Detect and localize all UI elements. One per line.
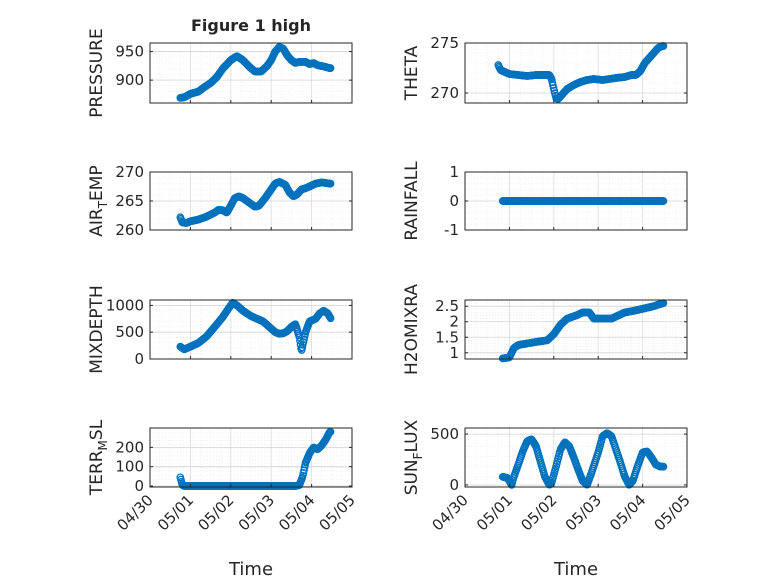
- y-tick-label: 1: [449, 344, 459, 362]
- axes-box: [149, 299, 353, 360]
- axes-box: [149, 42, 353, 104]
- data-point: [659, 462, 668, 471]
- x-tick-label: 05/05: [316, 491, 359, 534]
- series-points: [176, 178, 335, 227]
- y-tick-label: 500: [430, 425, 459, 443]
- data-point: [295, 333, 304, 342]
- y-axis-label: PRESSURE: [87, 28, 107, 117]
- y-tick-label: 275: [430, 34, 459, 52]
- subplot-sunflux: 0 500 04/30 05/01 05/02 05/03 05/04 05/05 Time SU…: [402, 419, 694, 580]
- series-points: [498, 299, 668, 363]
- x-tick-label: 05/03: [562, 491, 605, 534]
- y-axis-label: SUNFLUX: [402, 419, 425, 495]
- series-points: [494, 42, 668, 103]
- y-tick-label: 265: [115, 192, 144, 210]
- axes-box: [464, 42, 688, 104]
- y-tick-label: 200: [115, 438, 144, 456]
- axes-box: [149, 427, 353, 488]
- subplot-theta: 270 275 THETA: [402, 34, 688, 104]
- y-axis-label: TERRMSL: [87, 419, 110, 496]
- series-points: [498, 429, 668, 489]
- series-points: [176, 298, 335, 354]
- data-point: [659, 197, 668, 205]
- x-tick-label: 04/30: [429, 491, 472, 534]
- x-tick-label: 05/05: [651, 491, 694, 534]
- x-tick-label: 04/30: [114, 491, 157, 534]
- x-tick-label: 05/03: [235, 491, 278, 534]
- y-axis-label: H2OMIXRA: [402, 284, 422, 375]
- y-tick-label: 0: [134, 477, 144, 495]
- x-tick-label: 05/01: [154, 491, 197, 534]
- series-points: [498, 197, 668, 205]
- y-tick-label: 0: [134, 350, 144, 368]
- subplot-grid: 900 950 PRESSURE 270 275 THETA 260 265 270 AIRTEM…: [87, 28, 694, 580]
- y-tick-label: 2: [449, 313, 459, 331]
- x-tick-label: 05/02: [194, 491, 237, 534]
- x-tick-label: 05/04: [606, 491, 649, 534]
- subplot-airtemp: 260 265 270 AIRTEMP: [87, 163, 353, 239]
- y-axis-label: THETA: [402, 45, 422, 101]
- y-tick-label: 1000: [106, 296, 144, 314]
- y-tick-label: 500: [115, 323, 144, 341]
- y-tick-label: 270: [115, 163, 144, 181]
- y-tick-label: 270: [430, 84, 459, 102]
- data-point: [326, 428, 335, 436]
- x-tick-label: 05/02: [517, 491, 560, 534]
- axes-box: [464, 427, 688, 488]
- y-tick-label: 0: [449, 476, 459, 494]
- x-tick-label: 05/01: [473, 491, 516, 534]
- y-axis-label: AIRTEMP: [87, 165, 110, 236]
- x-axis-label: Time: [228, 559, 273, 580]
- y-axis-label: MIXDEPTH: [87, 285, 107, 374]
- y-tick-label: 900: [115, 71, 144, 89]
- subplot-rainfall: -1 0 1 RAINFALL: [402, 161, 688, 241]
- y-axis-label: RAINFALL: [402, 161, 422, 241]
- x-axis-label: Time: [553, 559, 598, 580]
- data-point: [326, 179, 335, 188]
- y-tick-label: -1: [444, 221, 459, 239]
- y-tick-label: 950: [115, 43, 144, 61]
- data-point: [326, 314, 335, 323]
- y-tick-label: 100: [115, 458, 144, 476]
- x-tick-label: 05/04: [275, 491, 318, 534]
- y-tick-label: 0: [449, 192, 459, 210]
- y-tick-label: 1: [449, 163, 459, 181]
- figure-title: Figure 1 high: [191, 16, 311, 35]
- y-tick-label: 260: [115, 221, 144, 239]
- y-tick-label: 1.5: [435, 328, 459, 346]
- subplot-h2omixra: 11.522.5 H2OMIXRA: [402, 284, 688, 375]
- subplot-pressure: 900 950 PRESSURE: [87, 28, 353, 118]
- y-tick-label: 2.5: [435, 297, 459, 315]
- series-points: [176, 43, 335, 102]
- axes-box: [464, 299, 688, 360]
- data-point: [326, 64, 335, 72]
- series-points: [176, 428, 335, 490]
